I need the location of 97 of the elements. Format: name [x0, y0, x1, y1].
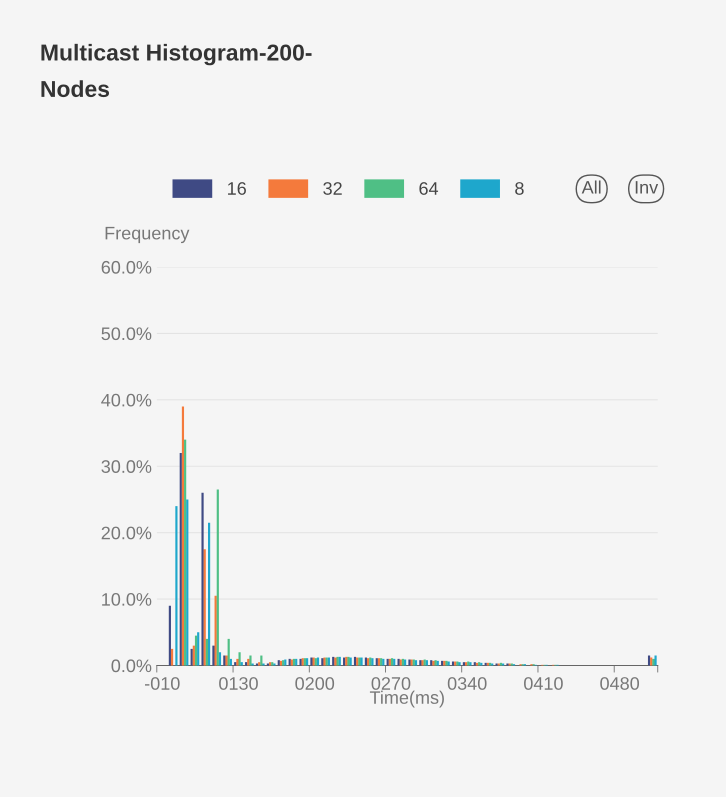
x-tick-label: 0340: [448, 677, 487, 690]
bar: [323, 658, 326, 666]
bar: [234, 662, 236, 666]
bar: [414, 660, 418, 666]
bar: [445, 660, 448, 666]
bar: [432, 660, 435, 666]
x-tick-label: 0480: [600, 677, 640, 690]
bar: [238, 652, 241, 666]
bar: [402, 658, 404, 666]
bar: [304, 658, 306, 666]
bar: [458, 662, 461, 666]
text: Inv: [636, 181, 658, 194]
bar: [393, 658, 396, 666]
legend-label: 16: [228, 182, 246, 195]
bar: [310, 658, 313, 666]
y-tick-label: 40.0%: [101, 394, 152, 407]
bar: [194, 636, 198, 666]
bar: [452, 662, 454, 666]
text: All: [582, 180, 601, 194]
bar: [354, 656, 356, 666]
bar: [212, 646, 215, 666]
bar: [206, 638, 208, 666]
x-tick-label: -010: [144, 677, 180, 690]
bar: [347, 656, 350, 666]
bar: [240, 662, 243, 666]
y-tick-label: 0.0%: [112, 659, 152, 672]
bar: [462, 662, 466, 666]
chart-title: Multicast Histogram-200- Nodes: [41, 44, 312, 98]
bar: [408, 660, 411, 666]
bar: [321, 658, 324, 666]
bar: [184, 440, 186, 666]
bar: [175, 506, 178, 666]
bar: [258, 662, 260, 666]
bar: [186, 499, 188, 666]
bar: [216, 489, 219, 666]
bar: [190, 648, 193, 666]
y-axis-title: Frequency: [106, 226, 190, 244]
bar: [170, 648, 174, 666]
bar: [180, 452, 182, 666]
y-tick-label: 20.0%: [102, 526, 152, 540]
bar: [197, 632, 200, 666]
bar: [182, 406, 184, 666]
bar: [278, 660, 280, 666]
bar: [469, 662, 472, 666]
bar: [371, 658, 374, 666]
bar: [397, 658, 400, 666]
bar: [350, 658, 352, 666]
bar: [316, 658, 320, 666]
bar: [378, 658, 380, 666]
x-tick-label: 0410: [524, 677, 563, 690]
legend-label: 8: [515, 182, 524, 195]
bar: [360, 658, 363, 666]
bar: [168, 606, 171, 666]
x-tick-label: 0130: [219, 677, 258, 690]
legend-label: 64: [419, 182, 438, 195]
bar: [260, 656, 262, 666]
y-tick-label: 10.0%: [102, 593, 152, 606]
bar: [249, 656, 252, 666]
bar: [201, 492, 204, 666]
bar: [648, 656, 650, 666]
bar: [245, 662, 248, 666]
bar: [271, 662, 274, 666]
bar: [204, 549, 206, 666]
bar: [228, 638, 230, 666]
bar: [292, 658, 296, 666]
bar: [268, 662, 272, 666]
bar: [230, 658, 232, 666]
bar: [376, 658, 378, 666]
y-tick-label: 60.0%: [102, 260, 152, 274]
bar: [218, 652, 222, 666]
x-tick-label: 0200: [295, 677, 334, 690]
bar: [390, 658, 394, 666]
bar: [306, 658, 308, 666]
legend-label: 32: [323, 182, 342, 195]
bar: [223, 656, 226, 666]
bar: [299, 658, 302, 666]
bar: [192, 646, 195, 666]
bar: [404, 660, 406, 666]
x-tick-label: 0270: [372, 677, 410, 690]
bar: [400, 660, 402, 666]
bar: [364, 658, 367, 666]
y-tick-label: 50.0%: [101, 327, 152, 340]
bar: [448, 662, 450, 666]
bar: [421, 660, 424, 666]
bar: [366, 658, 370, 666]
bar: [654, 656, 657, 666]
bar: [208, 522, 210, 666]
bar: [474, 662, 476, 666]
bar: [225, 656, 228, 666]
bar: [214, 596, 217, 666]
x-axis-title: Time(ms): [370, 690, 444, 708]
bar: [280, 660, 282, 666]
bar: [295, 658, 298, 666]
bar: [236, 658, 238, 666]
y-tick-label: 30.0%: [101, 460, 152, 473]
bar: [419, 660, 422, 666]
bar: [247, 658, 250, 666]
